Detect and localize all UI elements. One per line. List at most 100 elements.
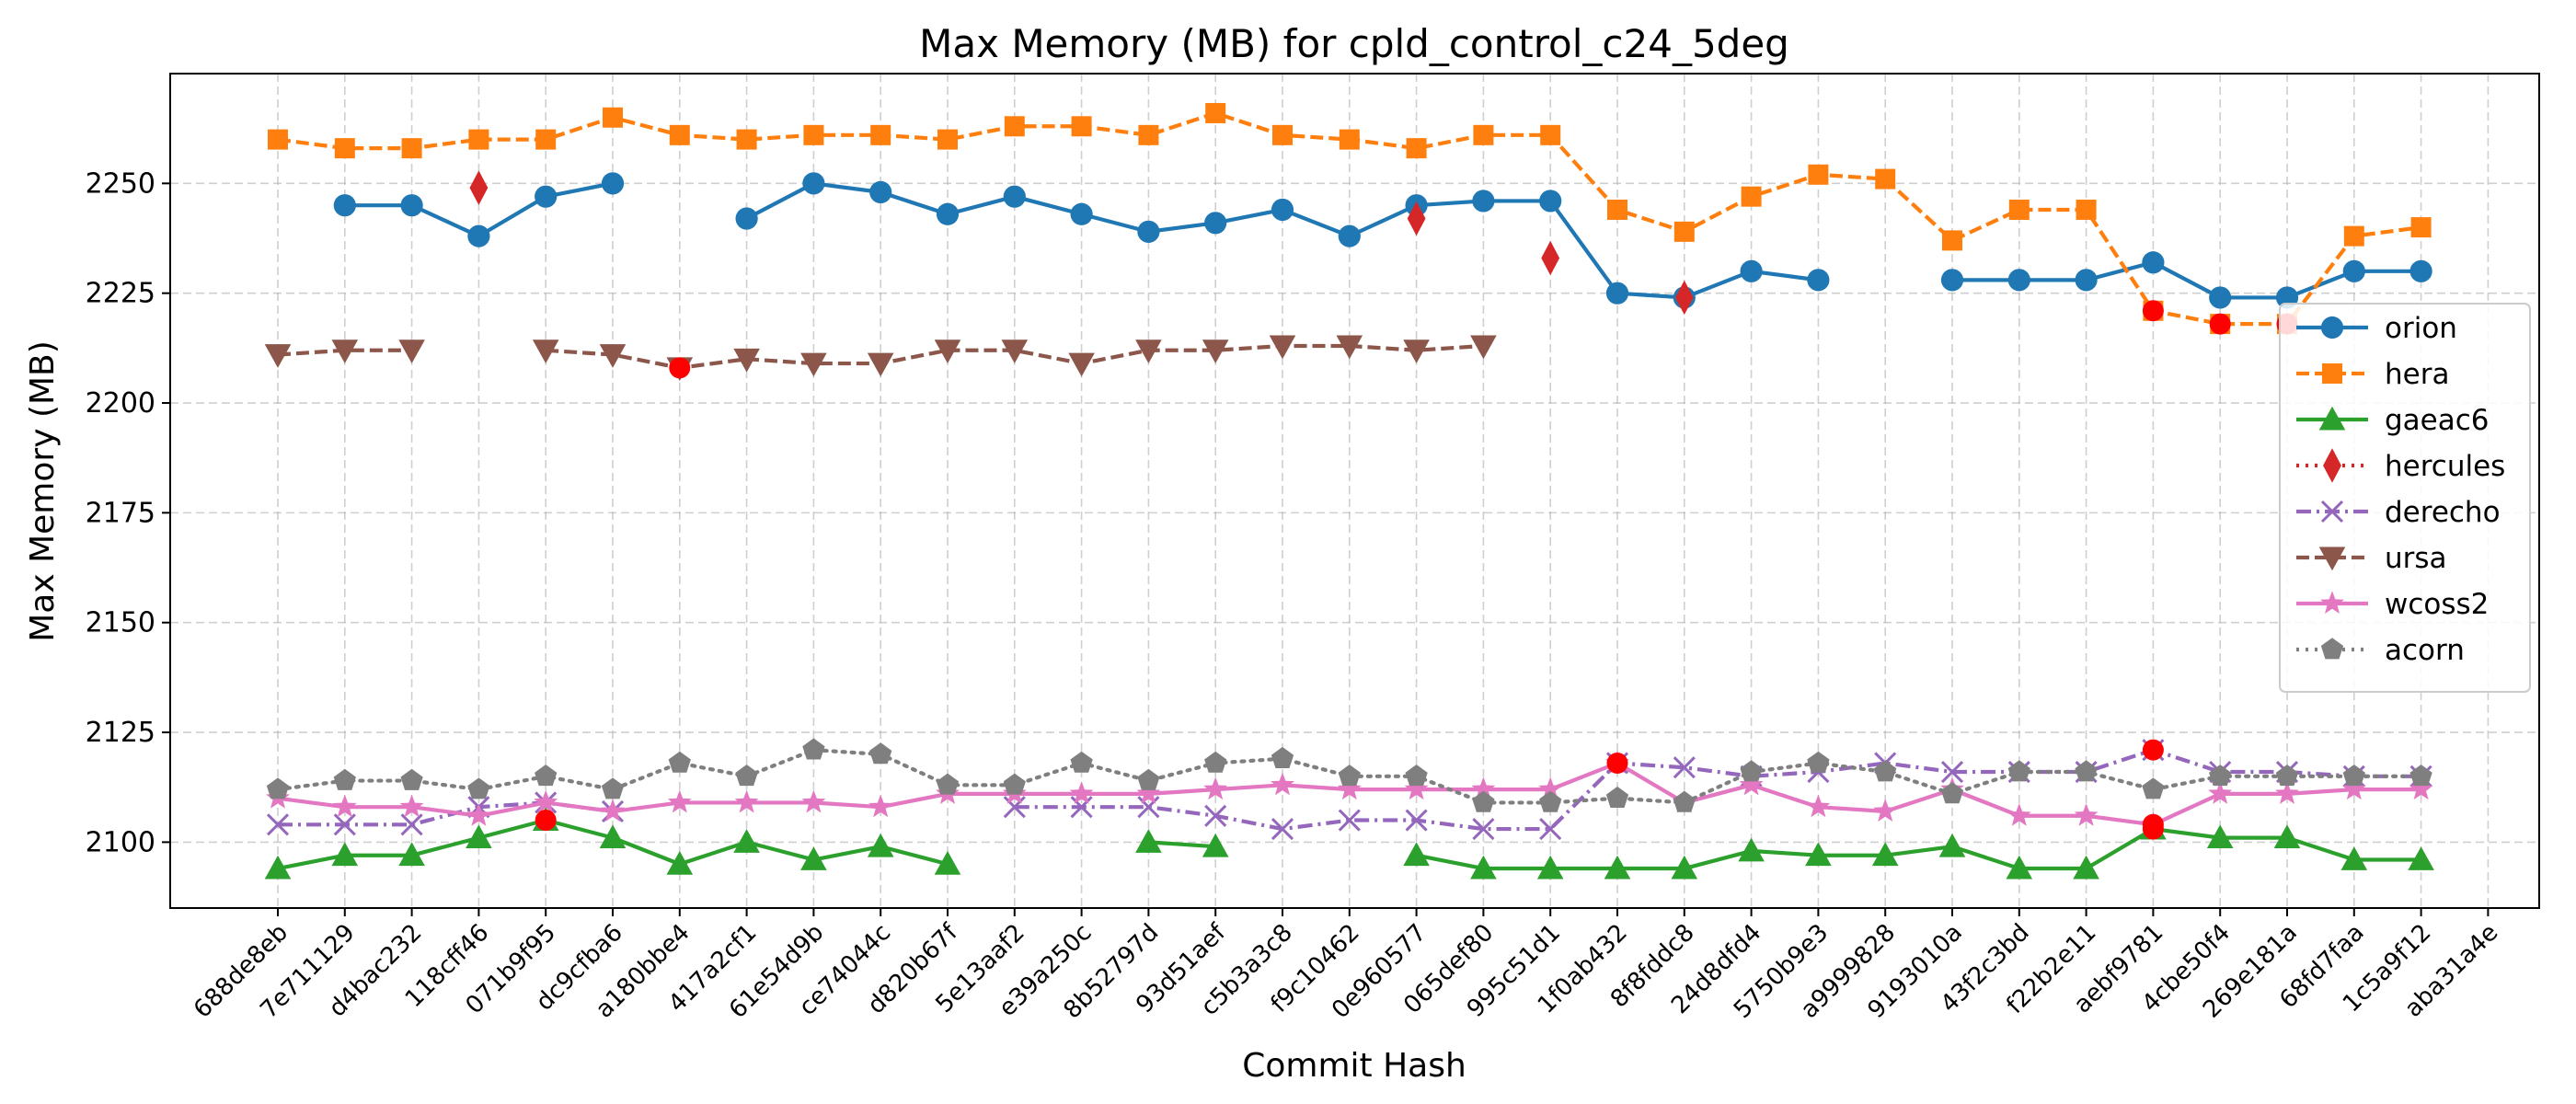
data-point-ursa <box>1336 335 1363 360</box>
legend-item-ursa: ursa <box>2296 542 2447 575</box>
data-point-acorn <box>535 765 558 787</box>
y-tick-label: 2100 <box>86 826 155 858</box>
data-point-hera <box>736 129 757 150</box>
legend-label: hercules <box>2385 450 2505 483</box>
plot-frame <box>169 73 2540 909</box>
data-point-gaeac6 <box>2073 855 2099 880</box>
series-wcoss2 <box>266 750 2433 835</box>
data-point-wcoss2 <box>667 789 692 813</box>
data-point-ursa <box>532 339 559 364</box>
y-tick-label: 2200 <box>86 387 155 420</box>
data-point-hera <box>1473 124 1494 145</box>
data-point-hercules <box>1407 201 1426 236</box>
highlight-point <box>2209 313 2231 335</box>
series-orion <box>333 172 2432 309</box>
highlight-point <box>669 357 691 379</box>
data-point-gaeac6 <box>1671 855 1698 880</box>
series-line-derecho <box>1014 748 2421 832</box>
data-point-wcoss2 <box>534 789 558 813</box>
data-point-derecho <box>400 813 423 836</box>
legend-label: acorn <box>2385 634 2465 667</box>
data-point-acorn <box>936 773 960 795</box>
data-point-hera <box>937 129 958 150</box>
data-point-gaeac6 <box>1938 833 1966 857</box>
data-point-orion <box>1605 282 1629 305</box>
legend-marker <box>2320 316 2344 339</box>
data-point-gaeac6 <box>2206 824 2234 849</box>
data-point-ursa <box>867 352 894 377</box>
data-point-ursa <box>733 348 760 373</box>
data-point-gaeac6 <box>733 829 760 853</box>
legend-label: derecho <box>2385 496 2501 529</box>
data-point-acorn <box>1807 751 1830 773</box>
data-point-orion <box>1271 198 1294 222</box>
data-point-orion <box>869 180 892 203</box>
legend-item-derecho: derecho <box>2296 496 2501 529</box>
data-point-wcoss2 <box>2208 781 2233 804</box>
data-point-acorn <box>1003 773 1026 795</box>
data-point-acorn <box>2007 760 2030 782</box>
data-point-acorn <box>1405 765 1428 787</box>
data-point-orion <box>1940 269 1964 292</box>
data-point-gaeac6 <box>1604 855 1631 880</box>
data-point-hera <box>2076 199 2097 220</box>
data-point-derecho <box>1137 796 1160 819</box>
legend-marker <box>2320 591 2344 615</box>
data-point-ursa <box>1403 339 1430 364</box>
data-point-orion <box>936 202 960 225</box>
data-point-hera <box>870 124 891 145</box>
data-point-wcoss2 <box>2007 803 2031 826</box>
data-point-hera <box>1942 230 1962 251</box>
data-point-hera <box>2008 199 2030 220</box>
data-point-orion <box>2007 269 2030 292</box>
data-point-wcoss2 <box>1538 776 1563 800</box>
data-point-hera <box>1071 116 1092 137</box>
legend-marker <box>2322 363 2342 384</box>
data-point-gaeac6 <box>934 850 961 875</box>
legend-item-orion: orion <box>2296 312 2457 345</box>
series-hercules <box>469 170 1694 316</box>
series-line-gaeac6 <box>1148 840 1216 849</box>
series-line-gaeac6 <box>1416 826 2421 871</box>
data-point-orion <box>467 224 490 247</box>
data-point-hera <box>1875 168 1896 190</box>
data-point-wcoss2 <box>1873 799 1898 822</box>
data-point-derecho <box>1070 796 1093 819</box>
data-point-derecho <box>1204 804 1227 827</box>
data-point-hera <box>1673 221 1695 242</box>
legend-item-acorn: acorn <box>2296 634 2465 667</box>
data-point-wcoss2 <box>601 799 625 822</box>
data-point-gaeac6 <box>800 846 827 870</box>
data-point-gaeac6 <box>666 850 694 875</box>
data-point-derecho <box>1338 809 1361 832</box>
data-point-gaeac6 <box>331 842 359 867</box>
legend-item-wcoss2: wcoss2 <box>2296 588 2489 621</box>
data-point-acorn <box>601 777 625 799</box>
data-point-acorn <box>1673 790 1696 812</box>
data-point-hera <box>1138 124 1159 145</box>
data-point-gaeac6 <box>1202 833 1229 857</box>
data-point-derecho <box>1271 818 1294 841</box>
data-point-derecho <box>266 813 290 836</box>
y-tick-label: 2175 <box>86 497 155 529</box>
data-point-derecho <box>1673 756 1696 779</box>
data-point-acorn <box>400 768 423 790</box>
data-point-orion <box>1137 220 1160 243</box>
data-point-orion <box>2075 269 2098 292</box>
data-point-acorn <box>1874 760 1897 782</box>
legend-marker <box>2318 406 2346 431</box>
y-tick-label: 2125 <box>86 717 155 749</box>
data-point-gaeac6 <box>599 824 627 849</box>
data-point-gaeac6 <box>2273 824 2301 849</box>
data-point-wcoss2 <box>734 789 759 813</box>
data-point-wcoss2 <box>1404 776 1429 800</box>
data-point-gaeac6 <box>2340 846 2368 870</box>
data-point-derecho <box>1940 760 1964 784</box>
x-axis-label: Commit Hash <box>1242 1047 1466 1085</box>
legend-frame <box>2279 303 2531 693</box>
data-point-hera <box>1272 124 1293 145</box>
legend-label: orion <box>2385 312 2457 345</box>
data-point-hera <box>603 107 623 128</box>
data-point-ursa <box>599 344 627 368</box>
highlight-point <box>1606 752 1628 774</box>
